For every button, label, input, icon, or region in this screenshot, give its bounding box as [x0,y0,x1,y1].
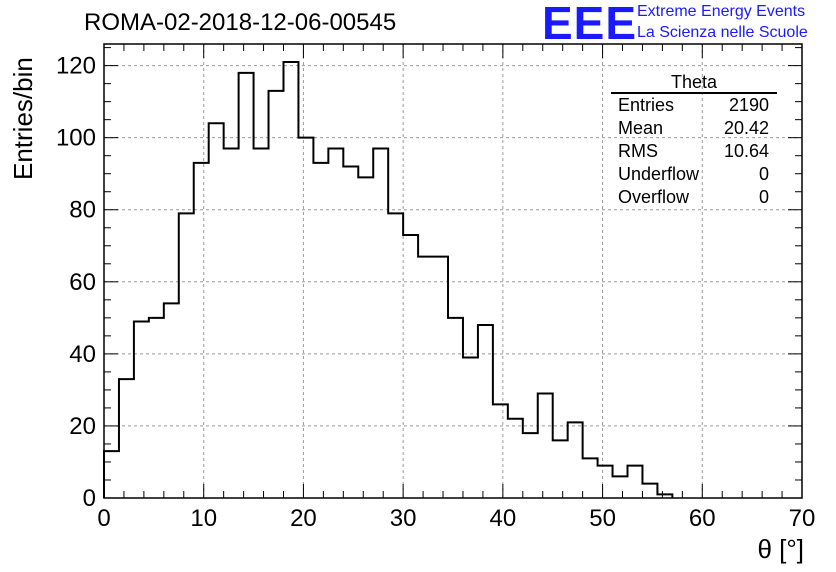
histogram-bin [343,167,358,498]
y-tick-label: 40 [69,341,96,368]
histogram-bin [463,357,478,498]
stats-row-entries: Entries 2190 [611,94,777,117]
histogram-bin [313,163,328,498]
histogram-bin [433,257,448,498]
histogram-bin [224,148,239,498]
histogram-bin [358,177,373,498]
logo-line-2: La Scienza nelle Scuole [637,24,808,41]
histogram-bin [164,303,179,498]
histogram-bin [254,148,269,498]
histogram-bin [119,379,134,498]
y-tick-label: 20 [69,413,96,440]
histogram-bin [283,62,298,498]
histogram-bin [328,148,343,498]
histogram-bin [598,466,613,498]
histogram-bin [538,394,553,498]
plot-frame [103,43,803,499]
x-tick-label: 0 [97,505,110,532]
histogram-bin [373,148,388,498]
histogram-bin [493,404,508,498]
x-axis-label: θ [°] [757,534,804,564]
x-tick-label: 40 [490,505,517,532]
x-tick-label: 60 [689,505,716,532]
stats-label: Overflow [618,187,690,207]
stats-label: Entries [618,95,675,115]
histogram-bin [642,484,657,498]
y-tick-label: 0 [83,485,96,512]
y-axis-label: Entries/bin [8,57,38,180]
stats-value: 0 [758,187,769,207]
stats-label: RMS [618,141,658,161]
stats-row-underflow: Underflow 0 [611,163,777,186]
logo-line-1: Extreme Energy Events [637,3,806,20]
stats-value: 2190 [728,95,769,115]
stats-value: 20.42 [723,118,769,138]
stats-value: 10.64 [723,141,769,161]
y-tick-label: 80 [69,197,96,224]
histogram-bin [448,318,463,498]
histogram-bin [194,163,209,498]
histogram-bin [388,213,403,498]
histogram-bin [508,419,523,498]
stats-row-mean: Mean 20.42 [611,117,777,140]
stats-value: 0 [758,164,769,184]
histogram-bin [553,440,568,498]
histogram-bin [613,476,628,498]
stats-title: Theta [611,72,777,94]
histogram-bin [298,138,313,498]
histogram-bin [149,318,164,498]
y-tick-label: 60 [69,269,96,296]
stats-box: Theta Entries 2190 Mean 20.42 RMS 10.64 … [611,72,777,209]
x-tick-label: 20 [290,505,317,532]
stats-row-rms: RMS 10.64 [611,140,777,163]
histogram-bin [104,451,119,498]
eee-logo: EEE [542,0,638,49]
histogram-bin [523,433,538,498]
stats-label: Mean [618,118,664,138]
histogram-bin [209,123,224,498]
histogram-bin [134,321,149,498]
histogram-bin [179,213,194,498]
x-tick-label: 50 [589,505,616,532]
histogram-bin [568,422,583,498]
histogram-bin [269,91,284,498]
stats-label: Underflow [618,164,700,184]
x-tick-label: 30 [390,505,417,532]
histogram-bin [657,494,672,498]
histogram-bin [403,235,418,498]
x-tick-label: 10 [190,505,217,532]
histogram-bin [478,325,493,498]
x-tick-label: 70 [789,505,816,532]
histogram-bin [418,257,433,498]
histogram-bin [239,73,254,498]
stats-row-overflow: Overflow 0 [611,186,777,209]
y-tick-label: 120 [56,53,96,80]
histogram-outline [103,61,674,498]
histogram-bin [628,466,643,498]
y-tick-label: 100 [56,125,96,152]
histogram-bin [583,458,598,498]
chart-title: ROMA-02-2018-12-06-00545 [84,9,397,36]
